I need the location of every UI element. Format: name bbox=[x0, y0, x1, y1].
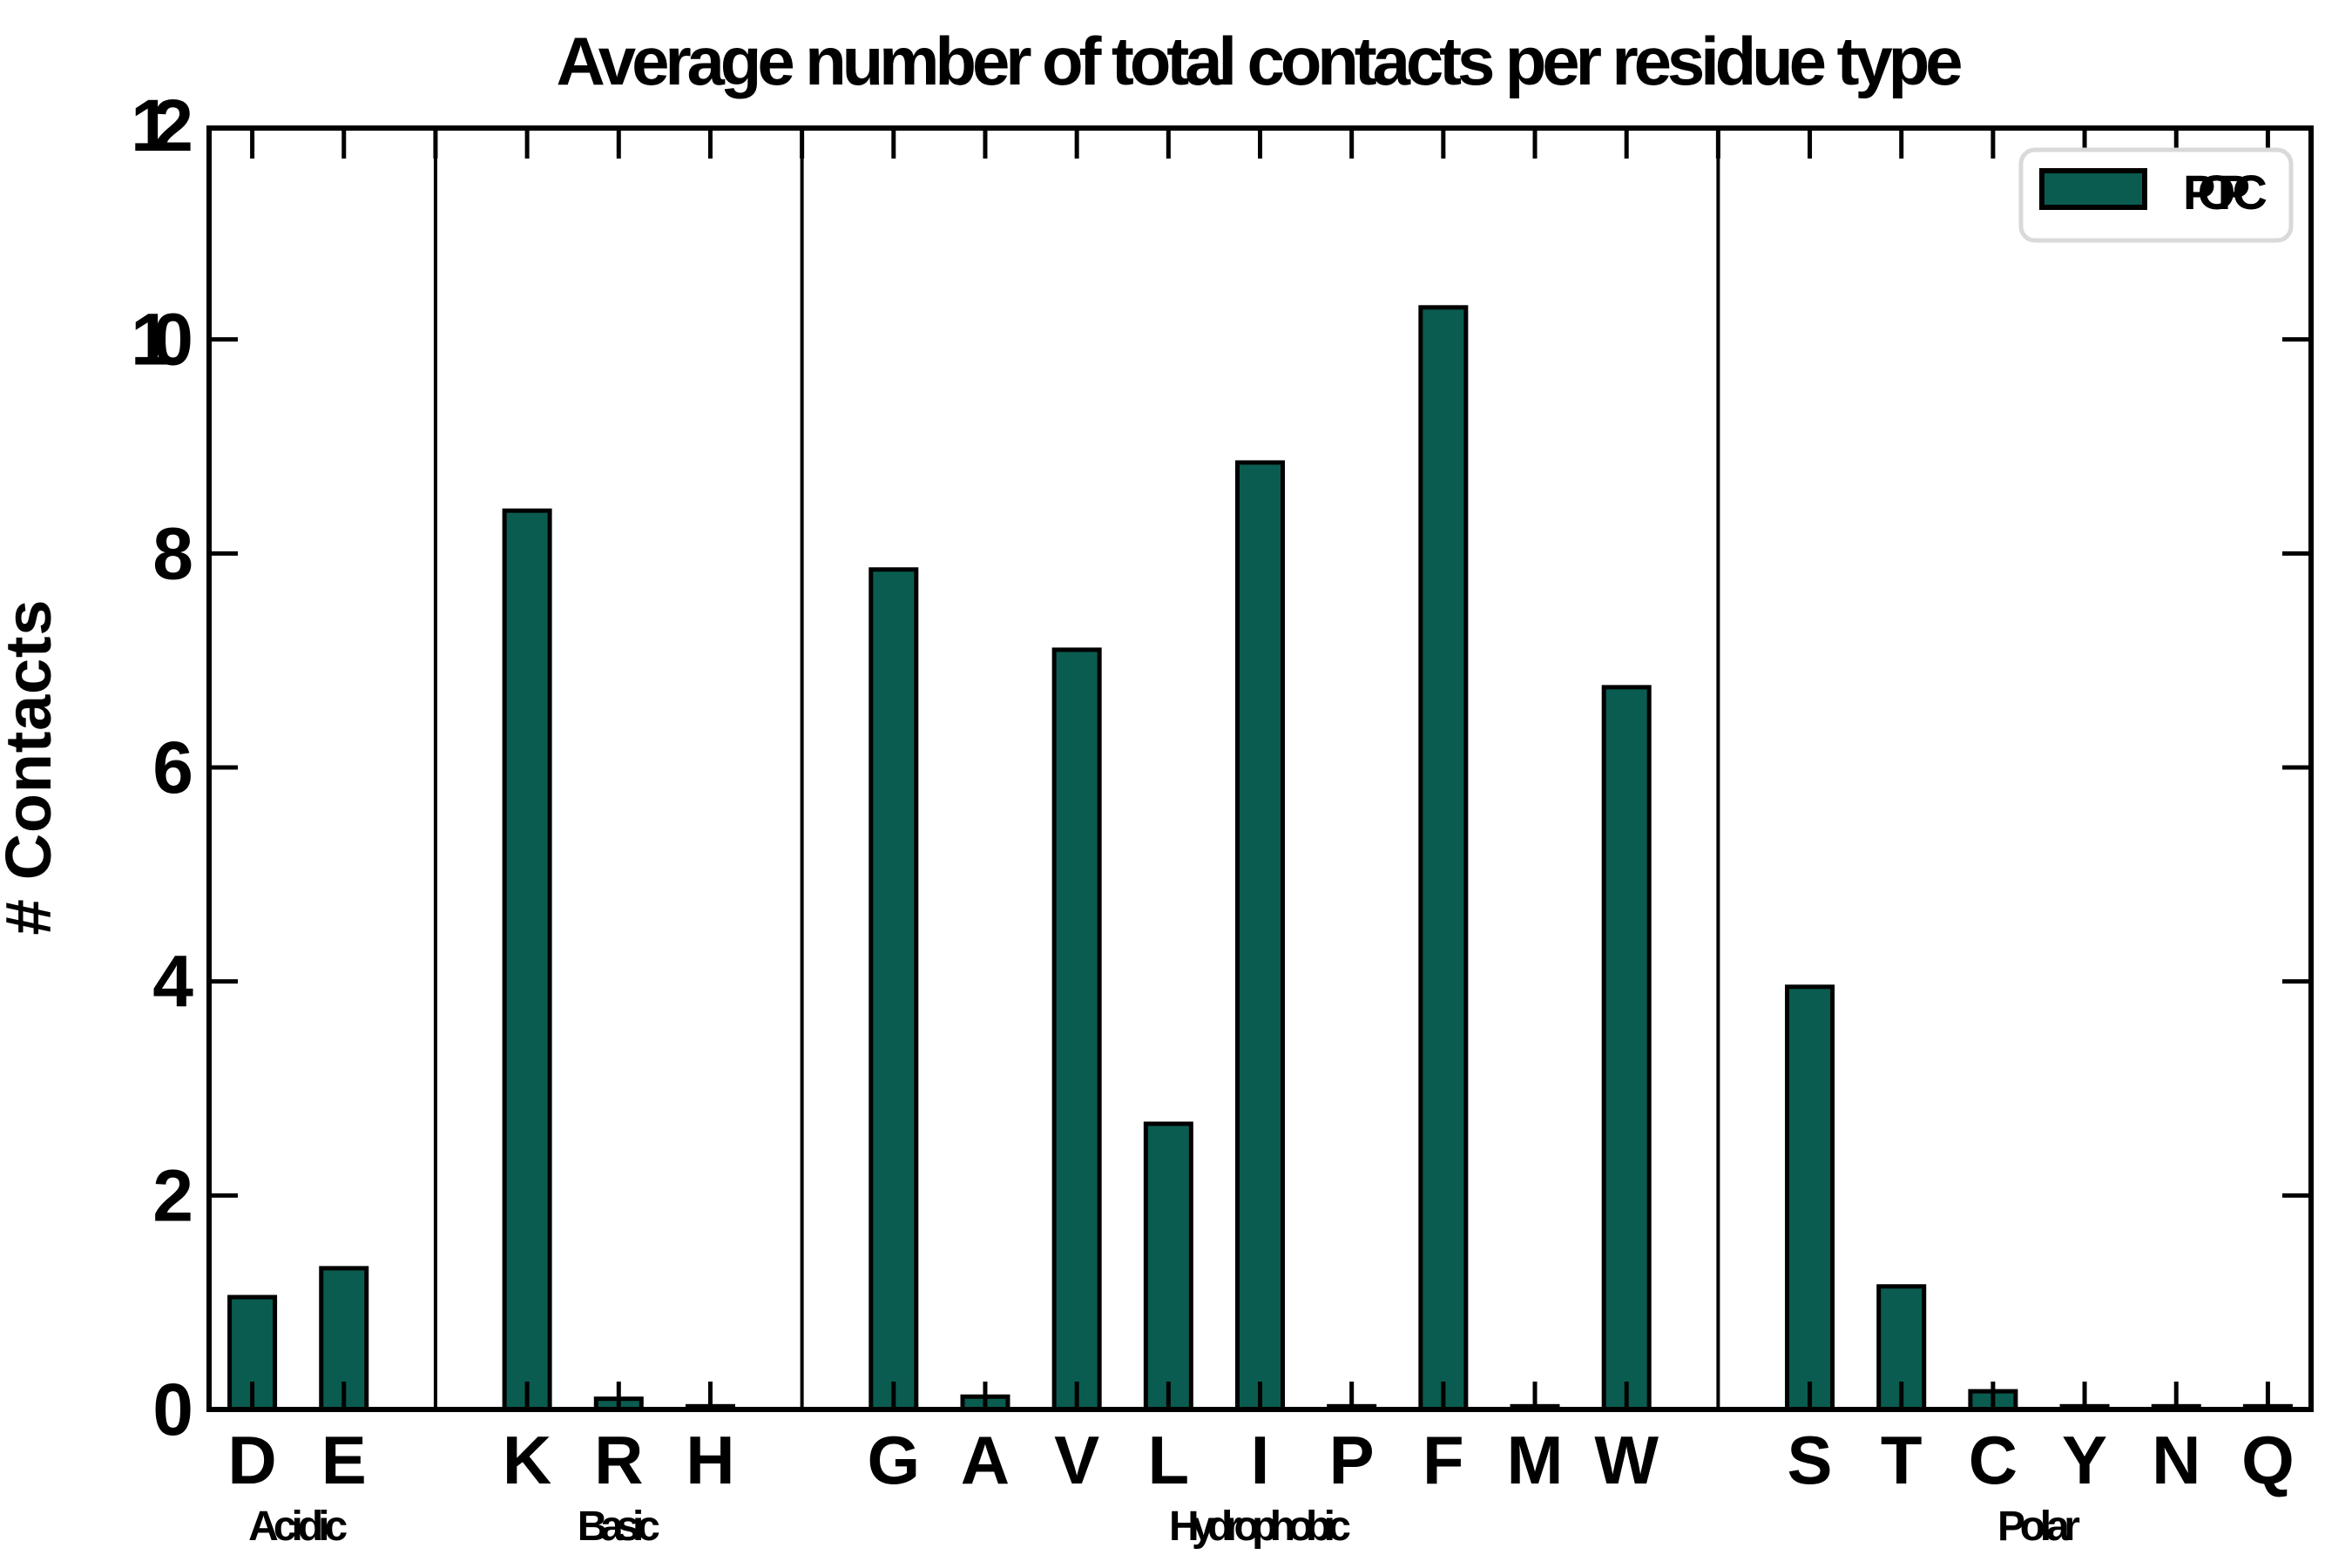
bar-I bbox=[1235, 460, 1285, 1412]
group-dividers bbox=[433, 128, 1720, 1408]
bar-D bbox=[227, 1294, 278, 1412]
x-group-labels: Acidic Basic Hydrophobic Polar bbox=[248, 1504, 2080, 1550]
y-tick-labels: 0 2 4 6 8 10 12 bbox=[131, 84, 193, 1450]
ytick-label-10: 10 bbox=[131, 299, 193, 381]
bar-V bbox=[1051, 647, 1102, 1412]
xtick-label-K: K bbox=[503, 1422, 551, 1498]
ytick-label-8: 8 bbox=[152, 512, 193, 594]
legend-swatch-popc bbox=[2039, 168, 2147, 210]
xtick-label-P: P bbox=[1329, 1422, 1375, 1498]
bar-S bbox=[1785, 984, 1835, 1412]
group-label-polar: Polar bbox=[1997, 1504, 2080, 1550]
group-label-basic: Basic bbox=[578, 1504, 660, 1550]
bar-W bbox=[1601, 685, 1652, 1412]
xtick-label-R: R bbox=[594, 1422, 643, 1498]
xtick-label-G: G bbox=[867, 1422, 920, 1498]
xtick-label-T: T bbox=[1881, 1422, 1923, 1498]
legend: POPC bbox=[2018, 147, 2294, 243]
ytick-label-0: 0 bbox=[152, 1369, 193, 1450]
xtick-label-E: E bbox=[321, 1422, 367, 1498]
group-label-acidic: Acidic bbox=[248, 1504, 348, 1550]
bar-L bbox=[1143, 1121, 1193, 1412]
bar-G bbox=[868, 567, 919, 1412]
bars bbox=[227, 305, 2293, 1412]
bar-F bbox=[1418, 305, 1469, 1412]
xtick-label-A: A bbox=[961, 1422, 1010, 1498]
xtick-label-V: V bbox=[1054, 1422, 1099, 1498]
xtick-label-M: M bbox=[1507, 1422, 1564, 1498]
ytick-label-6: 6 bbox=[152, 727, 193, 808]
chart-title: Average number of total contacts per res… bbox=[557, 23, 1963, 99]
xtick-label-I: I bbox=[1251, 1422, 1270, 1498]
xtick-label-D: D bbox=[227, 1422, 276, 1498]
xtick-label-W: W bbox=[1594, 1422, 1659, 1498]
legend-label-popc: POPC bbox=[2183, 165, 2268, 220]
xtick-label-S: S bbox=[1788, 1422, 1833, 1498]
group-label-hydrophobic: Hydrophobic bbox=[1169, 1504, 1351, 1550]
xtick-label-C: C bbox=[1969, 1422, 2017, 1498]
ytick-label-4: 4 bbox=[152, 941, 193, 1023]
bar-K bbox=[502, 508, 552, 1412]
xtick-label-Q: Q bbox=[2241, 1422, 2295, 1498]
xtick-label-L: L bbox=[1147, 1422, 1189, 1498]
ytick-label-12: 12 bbox=[131, 84, 193, 166]
xtick-label-F: F bbox=[1423, 1422, 1464, 1498]
xtick-label-H: H bbox=[686, 1422, 734, 1498]
axis-ticks bbox=[212, 128, 2308, 1408]
y-axis-label: # Contacts bbox=[0, 600, 64, 936]
xtick-label-Y: Y bbox=[2062, 1422, 2107, 1498]
ytick-label-2: 2 bbox=[152, 1154, 193, 1236]
xtick-label-N: N bbox=[2152, 1422, 2200, 1498]
